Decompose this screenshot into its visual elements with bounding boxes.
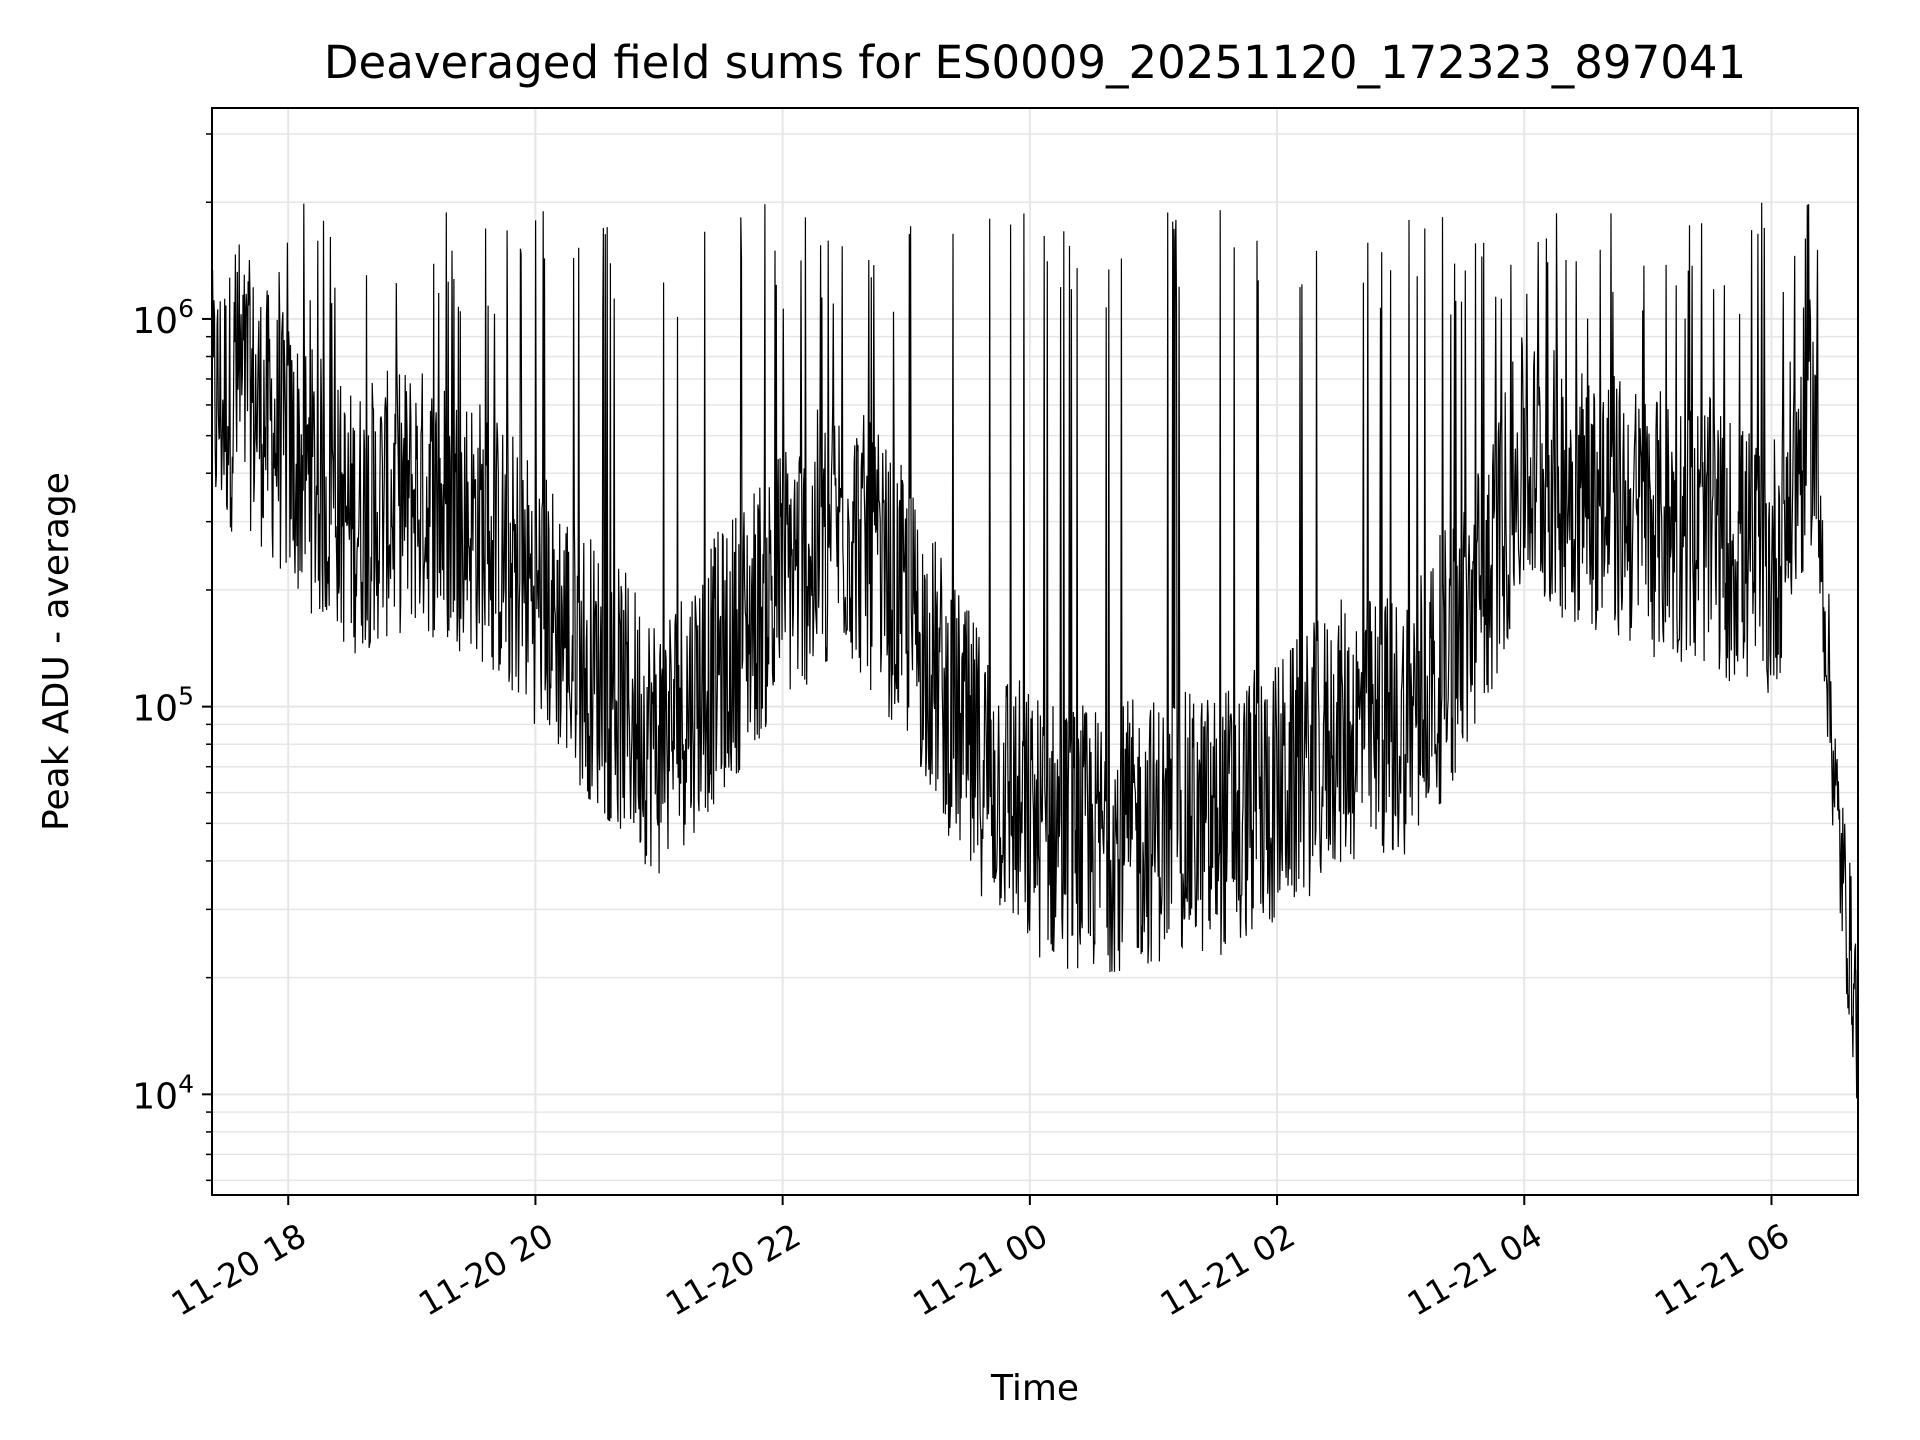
y-tick-label: 106 (132, 294, 194, 342)
series-layer (211, 202, 1859, 1099)
x-axis-label: Time (990, 1368, 1079, 1409)
y-tick-label: 105 (132, 682, 194, 730)
chart-title: Deaveraged field sums for ES0009_2025112… (324, 36, 1746, 89)
plot-frame (211, 107, 1859, 1196)
y-tick-label: 104 (132, 1069, 194, 1117)
y-axis-label: Peak ADU - average (36, 472, 77, 831)
series-line (211, 202, 1859, 1099)
